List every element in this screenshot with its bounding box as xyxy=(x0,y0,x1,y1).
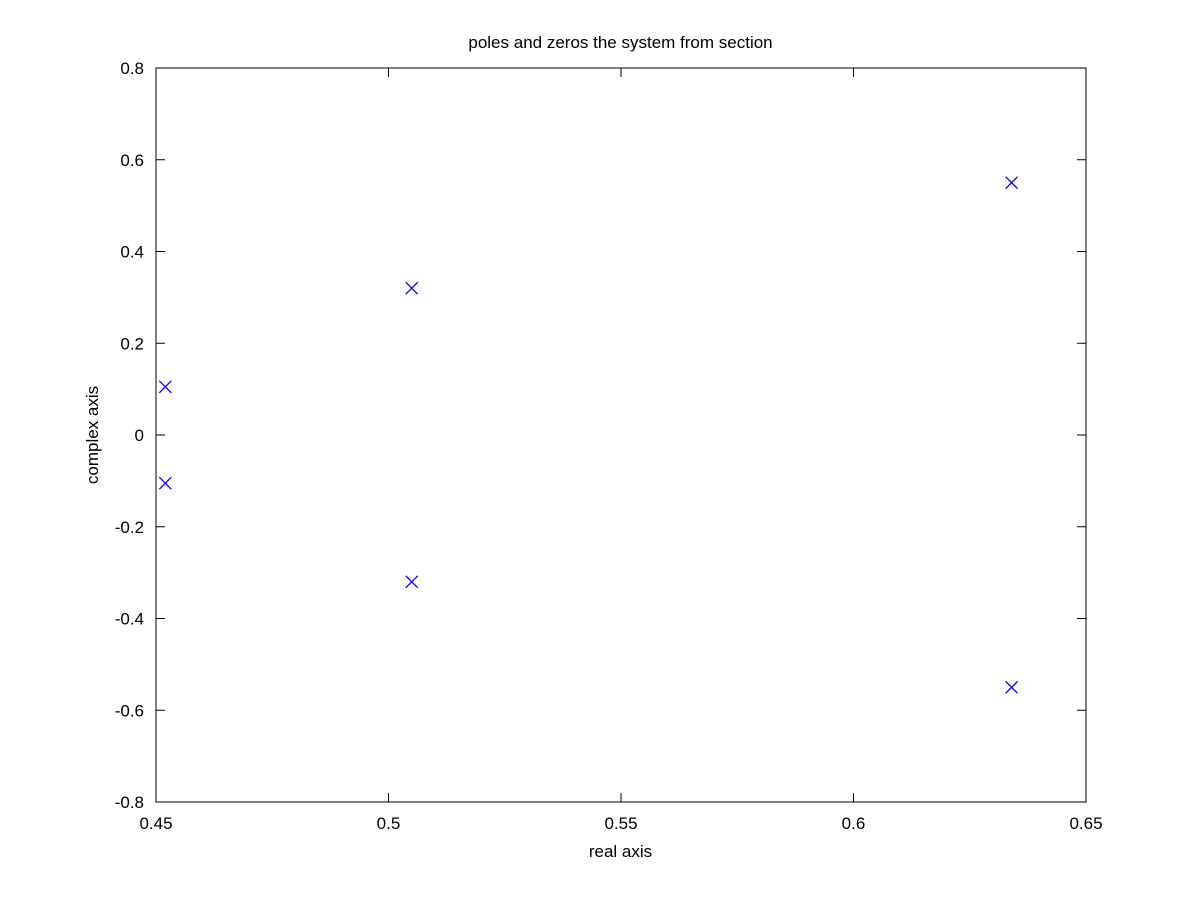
y-tick-label: 0.4 xyxy=(120,243,144,262)
pole-marker xyxy=(1005,680,1019,694)
x-axis-ticks: 0.45 0.5 0.55 0.6 0.65 xyxy=(139,68,1103,833)
x-tick-label: 0.6 xyxy=(842,814,866,833)
y-tick-label: 0.2 xyxy=(120,334,144,353)
y-tick-label: 0.8 xyxy=(120,59,144,78)
x-tick-label: 0.5 xyxy=(377,814,401,833)
chart-title: poles and zeros the system from section xyxy=(468,33,772,52)
x-tick-label: 0.65 xyxy=(1069,814,1102,833)
y-tick-label: -0.4 xyxy=(115,610,144,629)
pole-marker xyxy=(405,281,419,295)
y-tick-label: -0.8 xyxy=(115,793,144,812)
y-tick-label: 0.6 xyxy=(120,151,144,170)
x-tick-label: 0.55 xyxy=(604,814,637,833)
data-markers xyxy=(158,176,1019,694)
pole-marker xyxy=(405,575,419,589)
y-tick-label: -0.6 xyxy=(115,701,144,720)
y-axis-title: complex axis xyxy=(83,386,102,484)
pole-marker xyxy=(1005,176,1019,190)
pole-marker xyxy=(158,476,172,490)
x-axis-title: real axis xyxy=(589,842,652,861)
y-tick-label: -0.2 xyxy=(115,518,144,537)
y-tick-label: 0 xyxy=(135,426,144,445)
x-tick-label: 0.45 xyxy=(139,814,172,833)
pole-marker xyxy=(158,380,172,394)
y-axis-ticks: -0.8 -0.6 -0.4 -0.2 0 0.2 0.4 0.6 0.8 xyxy=(115,59,1086,812)
